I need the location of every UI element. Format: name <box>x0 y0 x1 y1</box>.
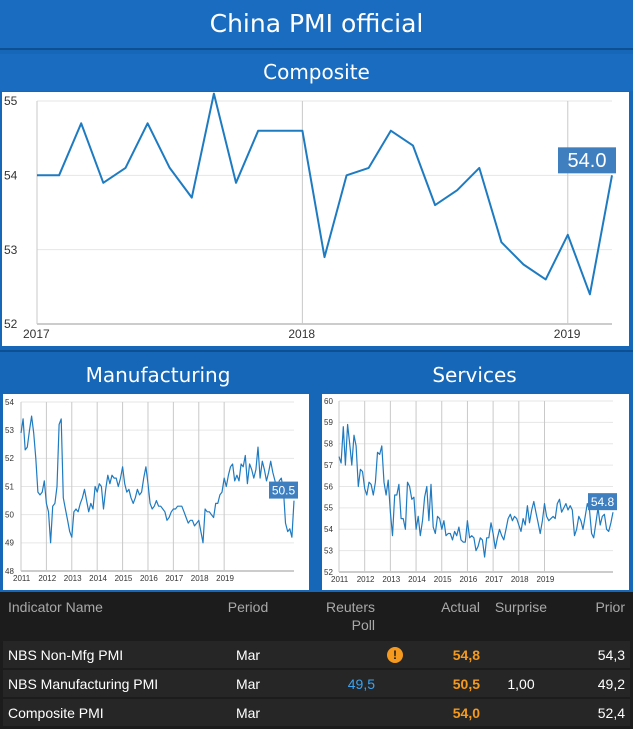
y-tick-label: 53 <box>4 243 18 257</box>
divider <box>0 350 633 352</box>
y-tick-label: 53 <box>5 426 14 435</box>
last-value-badge <box>558 147 616 174</box>
series-line <box>37 92 613 296</box>
x-tick-label: 2016 <box>140 574 158 583</box>
y-tick-label: 55 <box>4 94 18 108</box>
x-tick-label: 2014 <box>89 574 107 583</box>
table-row[interactable]: NBS Manufacturing PMI Mar 49,5 50,5 1,00… <box>3 670 630 697</box>
row-poll: 49,5 <box>347 675 375 692</box>
y-tick-label: 48 <box>5 567 14 576</box>
x-tick-label: 2015 <box>115 574 133 583</box>
row-actual-cell: ! 54,8 <box>380 641 485 668</box>
y-tick-label: 57 <box>324 461 333 470</box>
y-tick-label: 55 <box>324 504 333 513</box>
x-tick-label: 2011 <box>13 574 31 583</box>
series-line <box>20 415 295 544</box>
x-tick-label: 2019 <box>216 574 234 583</box>
composite-chart: 52 53 54 55 2017 2018 2019 54.0 <box>4 92 616 341</box>
row-surprise <box>485 641 557 668</box>
row-surprise <box>485 699 557 726</box>
last-value-label: 54.0 <box>568 150 607 172</box>
row-name: Composite PMI <box>8 704 104 721</box>
header-poll-line1: Reuters <box>325 599 375 615</box>
y-tick-label: 51 <box>5 482 14 491</box>
header-poll-line2: Poll <box>351 617 375 633</box>
y-tick-label: 59 <box>324 418 333 427</box>
y-tick-label: 58 <box>324 440 333 449</box>
x-tick-label: 2018 <box>191 574 209 583</box>
manufacturing-chart-panel: 48 49 50 51 52 53 54 2011 2012 2013 2014 2015 2016 20… <box>3 394 309 590</box>
y-tick-label: 53 <box>324 546 333 555</box>
row-poll <box>303 641 380 668</box>
y-tick-label: 54 <box>324 525 333 534</box>
services-title: Services <box>432 363 517 387</box>
y-tick-label: 49 <box>5 539 14 548</box>
header-prior: Prior <box>595 599 625 615</box>
row-actual: 54,8 <box>452 646 480 663</box>
services-chart-panel: 52 53 54 55 56 57 58 59 60 2011 2012 2013 2014 2015 20… <box>322 394 629 590</box>
row-prior: 54,3 <box>597 646 625 663</box>
row-name: NBS Non-Mfg PMI <box>8 646 124 663</box>
last-value-label: 54.8 <box>591 495 615 509</box>
indicator-table: Indicator Name Period Reuters Poll Actua… <box>0 592 633 729</box>
y-tick-label: 60 <box>324 397 333 406</box>
header-name: Indicator Name <box>8 599 103 615</box>
table-header: Indicator Name Period Reuters Poll Actua… <box>3 592 630 640</box>
row-poll <box>303 699 380 726</box>
row-actual: 54,0 <box>452 704 480 721</box>
row-prior: 52,4 <box>597 704 625 721</box>
divider <box>0 48 633 50</box>
x-tick-label: 2019 <box>537 575 555 584</box>
last-value-badge <box>588 493 617 511</box>
y-tick-label: 56 <box>324 482 333 491</box>
x-tick-label: 2015 <box>434 575 452 584</box>
manufacturing-title: Manufacturing <box>85 363 231 387</box>
page-title: China PMI official <box>0 0 633 48</box>
header-actual: Actual <box>441 599 480 615</box>
y-tick-label: 52 <box>5 454 14 463</box>
table-row[interactable]: Composite PMI Mar 54,0 52,4 <box>3 699 630 726</box>
x-tick-label: 2012 <box>357 575 375 584</box>
row-actual: 50,5 <box>452 675 480 692</box>
services-chart: 52 53 54 55 56 57 58 59 60 2011 2012 2013 2014 2015 20… <box>324 397 617 584</box>
x-tick-label: 2011 <box>331 575 349 584</box>
row-name: NBS Manufacturing PMI <box>8 675 159 692</box>
y-tick-label: 52 <box>4 317 18 331</box>
composite-chart-panel: 52 53 54 55 2017 2018 2019 54.0 <box>2 92 629 346</box>
header-period: Period <box>227 599 269 615</box>
y-tick-label: 50 <box>5 510 14 519</box>
row-prior: 49,2 <box>597 675 625 692</box>
manufacturing-chart: 48 49 50 51 52 53 54 2011 2012 2013 2014 2015 2016 20… <box>5 398 298 583</box>
x-tick-label: 2012 <box>38 574 56 583</box>
row-surprise: 1,00 <box>507 675 535 692</box>
y-tick-label: 54 <box>5 398 14 407</box>
header-poll: Reuters Poll <box>303 592 380 640</box>
x-tick-label: 2018 <box>511 575 529 584</box>
series-line <box>338 423 614 558</box>
y-tick-label: 54 <box>4 169 18 183</box>
x-tick-label: 2014 <box>408 575 426 584</box>
x-tick-label: 2018 <box>288 327 315 341</box>
last-value-badge <box>269 481 298 499</box>
x-tick-label: 2019 <box>554 327 581 341</box>
y-tick-label: 52 <box>324 568 333 577</box>
row-period: Mar <box>235 646 261 663</box>
x-tick-label: 2017 <box>23 327 50 341</box>
x-tick-label: 2017 <box>485 575 503 584</box>
composite-title: Composite <box>0 54 633 91</box>
row-period: Mar <box>235 704 261 721</box>
x-tick-label: 2013 <box>382 575 400 584</box>
table-row[interactable]: NBS Non-Mfg PMI Mar ! 54,8 54,3 <box>3 641 630 668</box>
header-surprise: Surprise <box>494 599 548 615</box>
alert-icon[interactable]: ! <box>387 646 403 663</box>
x-tick-label: 2016 <box>459 575 477 584</box>
last-value-label: 50.5 <box>272 483 296 497</box>
x-tick-label: 2017 <box>165 574 183 583</box>
row-period: Mar <box>235 675 261 692</box>
x-tick-label: 2013 <box>64 574 82 583</box>
